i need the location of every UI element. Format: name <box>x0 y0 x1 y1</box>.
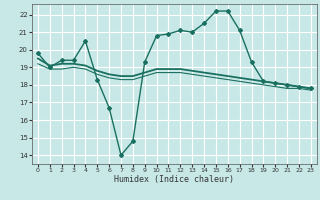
X-axis label: Humidex (Indice chaleur): Humidex (Indice chaleur) <box>115 175 234 184</box>
